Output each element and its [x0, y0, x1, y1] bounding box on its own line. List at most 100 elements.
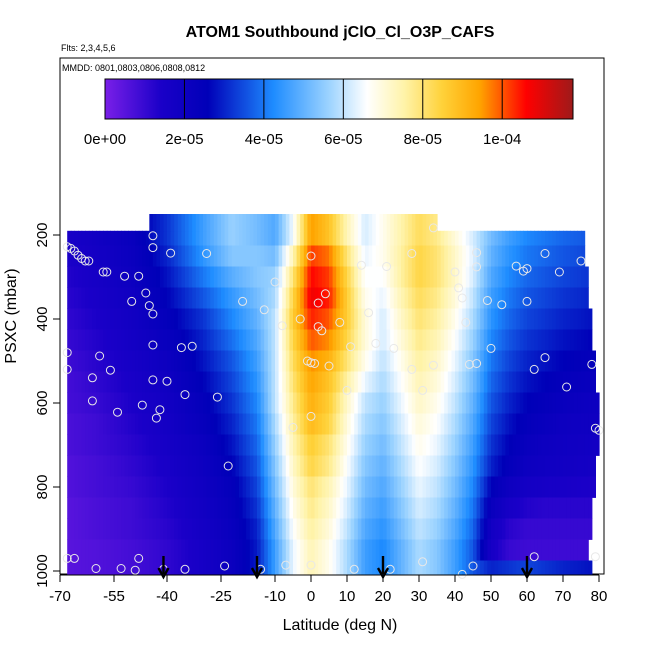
heatmap-cell	[383, 214, 388, 232]
heatmap-cell	[480, 476, 485, 498]
heatmap-cell	[260, 539, 265, 561]
heatmap-cell	[411, 413, 416, 435]
heatmap-cell	[501, 287, 506, 309]
heatmap-cell	[577, 308, 582, 330]
heatmap-cell	[584, 350, 589, 372]
heatmap-cell	[476, 329, 481, 351]
heatmap-cell	[480, 329, 485, 351]
heatmap-cell	[401, 308, 406, 330]
heatmap-cell	[368, 350, 373, 372]
heatmap-cell	[257, 329, 262, 351]
heatmap-cell	[188, 329, 193, 351]
heatmap-cell	[570, 455, 575, 477]
heatmap-cell	[264, 434, 269, 456]
heatmap-cell	[527, 560, 532, 575]
heatmap-cell	[121, 455, 126, 477]
observation-point	[407, 249, 417, 258]
observation-point	[130, 565, 140, 575]
heatmap-cell	[444, 434, 449, 456]
heatmap-cell	[163, 214, 168, 232]
heatmap-cell	[437, 434, 442, 456]
heatmap-cell	[314, 350, 319, 372]
heatmap-cell	[138, 455, 143, 477]
heatmap-cell	[429, 329, 434, 351]
heatmap-cell	[368, 455, 373, 477]
heatmap-cell	[437, 455, 442, 477]
heatmap-cell	[192, 329, 197, 351]
heatmap-cell	[325, 308, 330, 330]
heatmap-cell	[300, 539, 305, 561]
heatmap-cell	[408, 413, 413, 435]
heatmap-cell	[275, 287, 280, 309]
heatmap-cell	[181, 308, 186, 330]
heatmap-cell	[487, 455, 492, 477]
heatmap-cell	[368, 245, 373, 267]
heatmap-cell	[519, 266, 524, 288]
heatmap-cell	[99, 413, 104, 435]
heatmap-cell	[128, 329, 133, 351]
heatmap-cell	[588, 392, 593, 414]
heatmap-cell	[469, 539, 474, 561]
heatmap-cell	[170, 371, 175, 393]
heatmap-cell	[422, 434, 427, 456]
heatmap-cell	[267, 476, 272, 498]
heatmap-cell	[375, 287, 380, 309]
heatmap-cell	[163, 266, 168, 288]
observation-point	[594, 425, 604, 435]
heatmap-cell	[296, 308, 301, 330]
heatmap-cell	[170, 497, 175, 519]
heatmap-cell	[581, 308, 586, 330]
heatmap-cell	[361, 266, 366, 288]
heatmap-cell	[527, 350, 532, 372]
heatmap-cell	[188, 539, 193, 561]
heatmap-cell	[271, 497, 276, 519]
heatmap-cell	[465, 266, 470, 288]
heatmap-cell	[339, 539, 344, 561]
heatmap-cell	[242, 539, 247, 561]
heatmap-cell	[117, 350, 122, 372]
heatmap-cell	[404, 230, 409, 246]
heatmap-cell	[163, 455, 168, 477]
heatmap-cell	[361, 392, 366, 414]
heatmap-cell	[509, 287, 514, 309]
heatmap-cell	[411, 371, 416, 393]
heatmap-cell	[519, 392, 524, 414]
heatmap-cell	[282, 560, 287, 575]
heatmap-cell	[321, 539, 326, 561]
heatmap-cell	[138, 329, 143, 351]
heatmap-cell	[99, 518, 104, 540]
heatmap-cell	[473, 371, 478, 393]
heatmap-cell	[419, 413, 424, 435]
heatmap-cell	[465, 350, 470, 372]
heatmap-cell	[361, 560, 366, 575]
heatmap-cell	[206, 539, 211, 561]
heatmap-cell	[411, 245, 416, 267]
heatmap-cell	[239, 245, 244, 267]
heatmap-cell	[433, 266, 438, 288]
heatmap-cell	[527, 455, 532, 477]
heatmap-cell	[563, 308, 568, 330]
heatmap-cell	[361, 350, 366, 372]
heatmap-cell	[114, 287, 119, 309]
heatmap-cell	[375, 539, 380, 561]
heatmap-cell	[106, 392, 111, 414]
heatmap-cell	[591, 476, 596, 498]
x-tick-label: 0	[307, 588, 315, 605]
heatmap-cell	[128, 392, 133, 414]
heatmap-cell	[285, 266, 290, 288]
heatmap-cell	[566, 497, 571, 519]
heatmap-cell	[523, 308, 528, 330]
heatmap-cell	[566, 350, 571, 372]
heatmap-cell	[206, 214, 211, 232]
heatmap-cell	[552, 245, 557, 267]
heatmap-cell	[121, 350, 126, 372]
heatmap-cell	[491, 266, 496, 288]
heatmap-cell	[285, 214, 290, 232]
heatmap-cell	[152, 539, 157, 561]
heatmap-cell	[483, 329, 488, 351]
heatmap-cell	[278, 413, 283, 435]
heatmap-cell	[476, 371, 481, 393]
heatmap-cell	[163, 539, 168, 561]
heatmap-cell	[106, 413, 111, 435]
heatmap-cell	[462, 266, 467, 288]
